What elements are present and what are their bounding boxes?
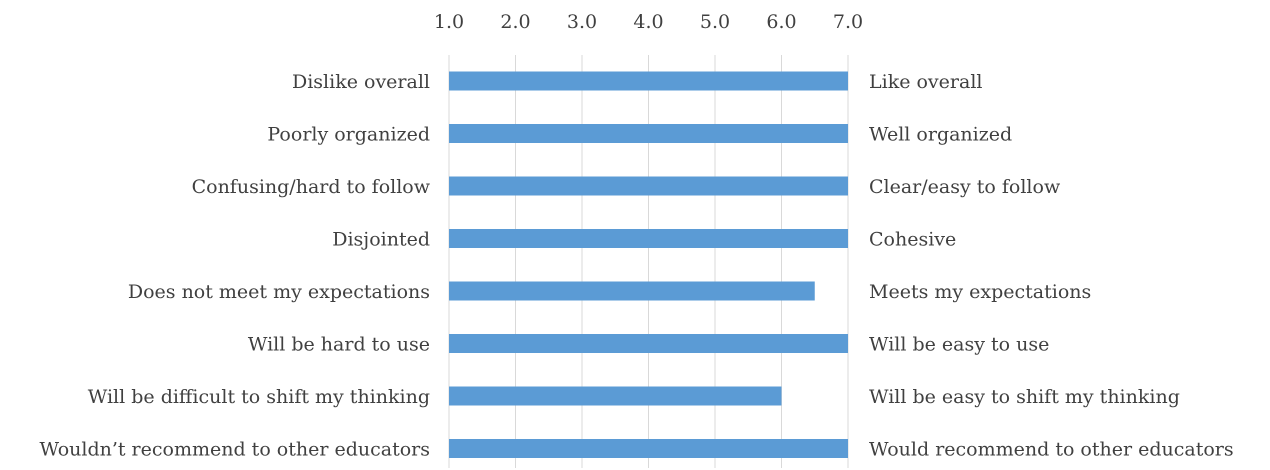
right-anchor-label: Cohesive [869, 229, 956, 251]
bar [449, 71, 848, 91]
right-anchor-label: Will be easy to use [869, 334, 1049, 356]
right-anchor-label: Well organized [869, 124, 1012, 146]
left-anchor-label: Wouldn’t recommend to other educators [39, 439, 430, 461]
x-tick-label: 1.0 [434, 11, 464, 33]
right-anchor-label: Meets my expectations [869, 281, 1091, 303]
bar [449, 281, 815, 301]
left-anchor-label: Disjointed [332, 229, 430, 251]
right-anchor-label: Will be easy to shift my thinking [869, 386, 1180, 408]
x-tick-label: 2.0 [500, 11, 530, 33]
left-anchor-label: Will be hard to use [248, 334, 430, 356]
x-tick-label: 6.0 [766, 11, 796, 33]
left-anchor-label: Dislike overall [292, 71, 430, 93]
bar [449, 176, 848, 196]
left-anchor-label: Does not meet my expectations [128, 281, 430, 303]
right-anchor-label: Would recommend to other educators [869, 439, 1234, 461]
left-anchor-label: Will be difficult to shift my thinking [88, 386, 430, 408]
bar [449, 124, 848, 143]
bar [449, 386, 782, 406]
left-anchor-label: Confusing/hard to follow [192, 176, 431, 198]
right-anchor-label: Clear/easy to follow [869, 176, 1061, 198]
bar [449, 439, 848, 458]
right-anchor-label: Like overall [869, 71, 982, 93]
left-anchor-label: Poorly organized [267, 124, 430, 146]
x-tick-label: 7.0 [833, 11, 863, 33]
x-tick-label: 4.0 [633, 11, 663, 33]
x-tick-label: 3.0 [567, 11, 597, 33]
x-tick-label: 5.0 [700, 11, 730, 33]
bar [449, 334, 848, 353]
bar [449, 229, 848, 248]
